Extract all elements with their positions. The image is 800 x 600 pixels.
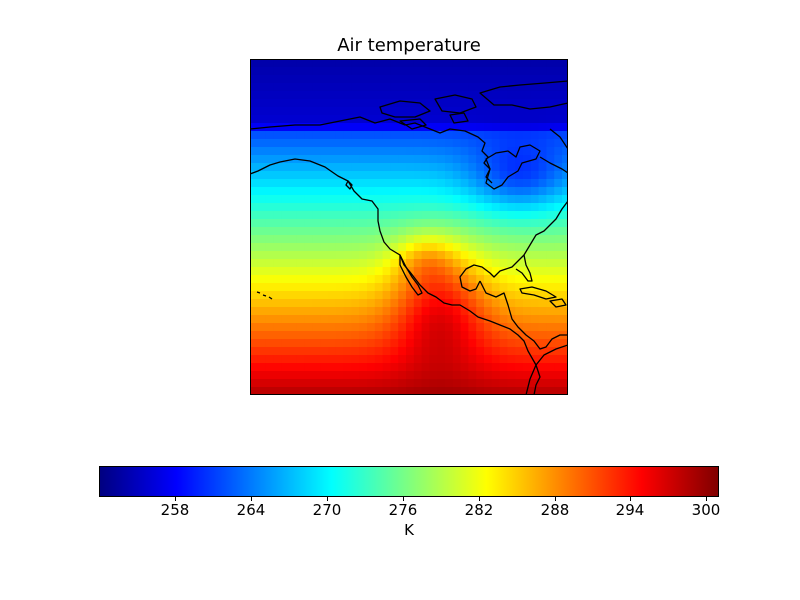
- colorbar-tick-label: 300: [691, 501, 721, 519]
- temperature-grid-cells: [250, 59, 568, 395]
- colorbar-tick: [479, 497, 480, 501]
- colorbar-unit-label: K: [404, 521, 414, 539]
- colorbar-tick: [403, 497, 404, 501]
- hawaii-islands: [256, 291, 273, 300]
- colorbar-tick: [630, 497, 631, 501]
- colorbar-tick-label: 288: [540, 501, 570, 519]
- haida-gwaii: [345, 180, 353, 190]
- hudson-bay-coastline: [485, 144, 541, 190]
- colorbar-fill: [99, 466, 719, 497]
- temperature-map: [250, 59, 568, 395]
- cuba-outline: [519, 286, 557, 300]
- arctic-island-5: [449, 112, 469, 124]
- arctic-island-2: [434, 94, 477, 114]
- colorbar-tick-label: 264: [236, 501, 266, 519]
- colorbar-tick-label: 294: [615, 501, 645, 519]
- arctic-island-4: [399, 118, 427, 130]
- coastlines: [250, 80, 568, 395]
- colorbar-tick: [706, 497, 707, 501]
- arctic-island-3: [479, 80, 568, 110]
- central-america-coastline: [479, 280, 568, 350]
- labrador-coastline: [539, 128, 568, 174]
- map-title: Air temperature: [337, 35, 481, 56]
- baja-california-outline: [399, 254, 423, 296]
- colorbar-tick: [175, 497, 176, 501]
- arctic-island-1: [379, 100, 431, 118]
- temperature-field: [250, 59, 568, 395]
- north-america-east-coastline: [459, 200, 568, 292]
- south-america-coastline: [525, 344, 568, 395]
- colorbar-tick-label: 282: [464, 501, 494, 519]
- colorbar-tick: [327, 497, 328, 501]
- colorbar-tick: [251, 497, 252, 501]
- colorbar-gradient: [99, 466, 719, 497]
- colorbar-tick-label: 258: [160, 501, 190, 519]
- gulf-coastline: [515, 254, 533, 282]
- colorbar-tick-label: 276: [388, 501, 418, 519]
- colorbar-tick-label: 270: [312, 501, 342, 519]
- colorbar: [99, 466, 719, 497]
- colorbar-tick: [555, 497, 556, 501]
- hispaniola-outline: [549, 298, 567, 308]
